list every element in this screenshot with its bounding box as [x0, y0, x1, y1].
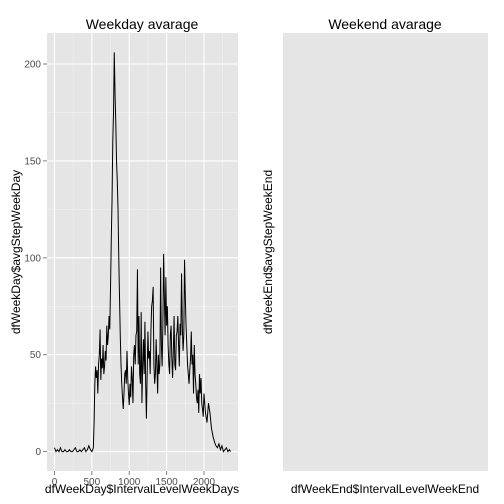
weekday-chart: Weekday avarage 0 500 1000 1500 2000 0 5… [9, 16, 239, 496]
weekday-plot-panel [47, 33, 238, 471]
weekday-y-tick-label-200: 200 [24, 60, 41, 71]
weekday-x-tick-label-1500: 1500 [155, 477, 178, 488]
weekday-y-tick-label-0: 0 [35, 447, 41, 458]
weekday-chart-title: Weekday avarage [86, 16, 199, 32]
weekend-chart-title: Weekend avarage [328, 16, 442, 32]
weekday-y-tick-label-50: 50 [30, 350, 42, 361]
weekend-y-axis-title: dfWeekEnd$avgStepWeekEnd [261, 170, 275, 334]
weekend-x-axis-title: dfWeekEnd$IntervalLevelWeekEnd [291, 482, 479, 496]
weekday-axis-ticks [43, 63, 205, 475]
weekday-y-axis-title: dfWeekDay$avgStepWeekDay [9, 170, 23, 334]
weekday-x-tick-label-500: 500 [84, 477, 101, 488]
weekend-chart: Weekend avarage dfWeekEnd$IntervalLevelW… [261, 16, 488, 496]
weekday-x-tick-label-0: 0 [52, 477, 58, 488]
weekday-x-axis-title: dfWeekDay$IntervalLevelWeekDays [45, 482, 239, 496]
weekday-y-tick-label-100: 100 [24, 253, 41, 264]
weekday-minor-gridlines [47, 33, 238, 471]
weekday-x-tick-label-1000: 1000 [118, 477, 141, 488]
weekday-y-tick-label-150: 150 [24, 156, 41, 167]
weekend-plot-panel [283, 33, 488, 471]
weekday-series-line [54, 52, 231, 453]
weekday-x-tick-label-2000: 2000 [193, 477, 216, 488]
